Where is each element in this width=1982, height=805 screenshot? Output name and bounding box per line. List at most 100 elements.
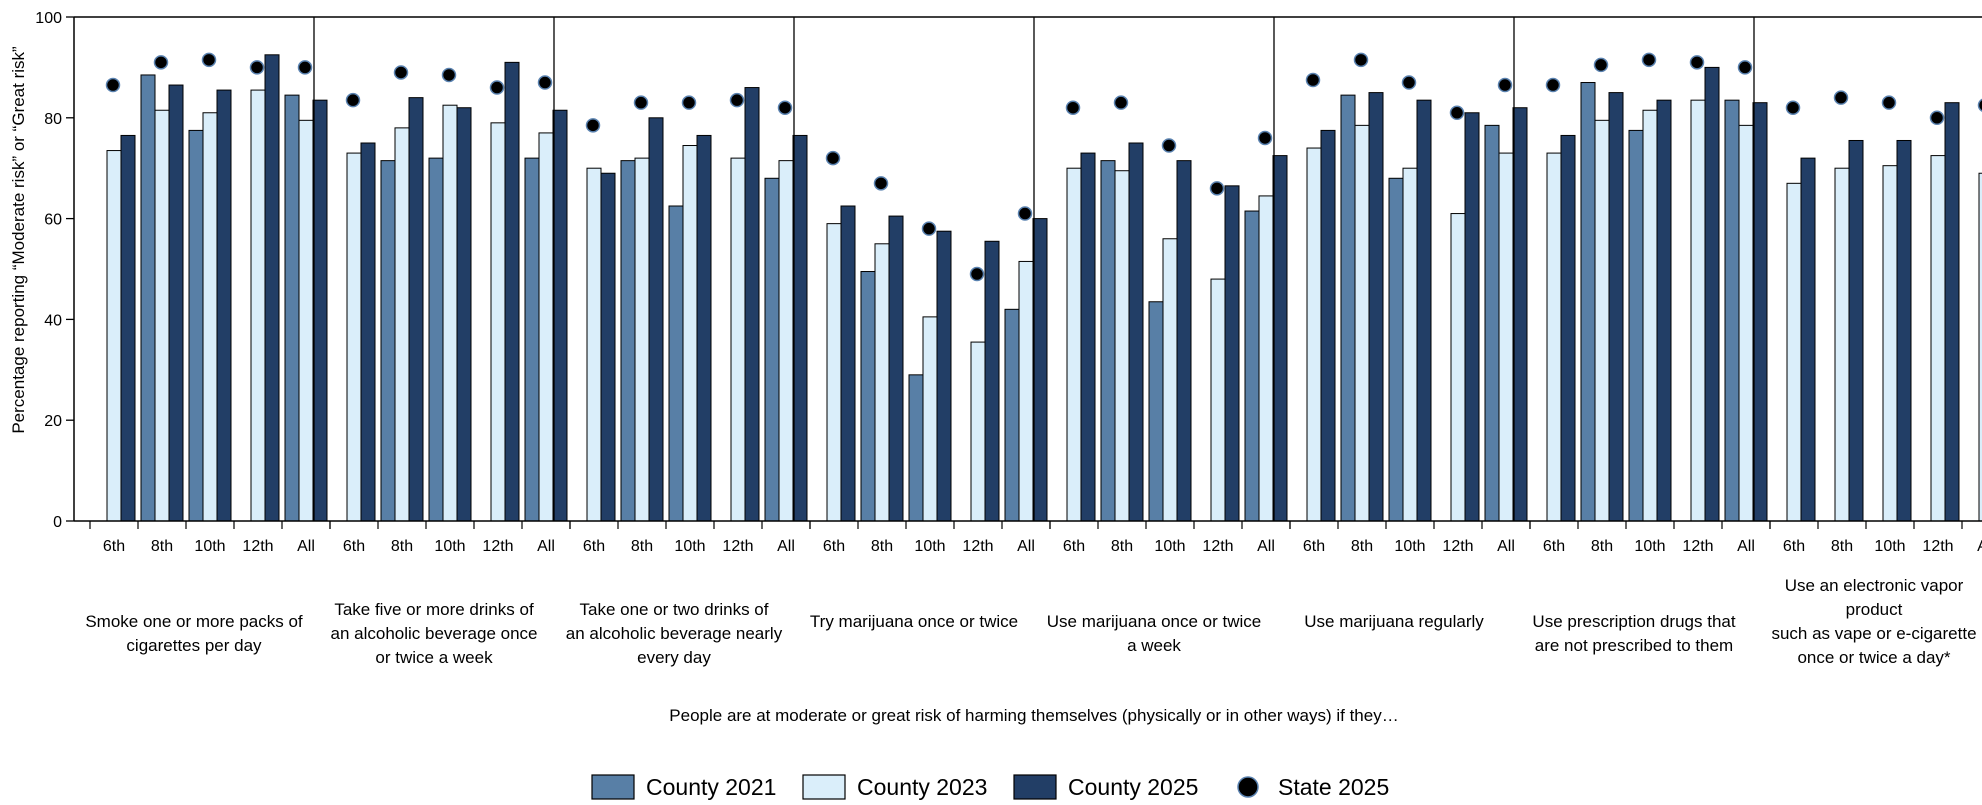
bar-county-2021: [1389, 178, 1403, 521]
x-tick-label: 10th: [1394, 538, 1425, 555]
bar-county-2023: [587, 168, 601, 521]
bar-county-2025: [1417, 100, 1431, 521]
group-label: such as vape or e-cigarette: [1771, 624, 1976, 643]
dot-state-2025: [923, 222, 936, 235]
legend-dot: [1238, 777, 1258, 797]
x-tick-label: 8th: [151, 538, 173, 555]
dot-state-2025: [1451, 106, 1464, 119]
x-tick-label: 8th: [1111, 538, 1133, 555]
bar-county-2025: [1657, 100, 1671, 521]
bar-county-2023: [635, 158, 649, 521]
bar-county-2025: [505, 62, 519, 521]
bar-county-2025: [793, 135, 807, 521]
bar-county-2023: [1595, 120, 1609, 521]
bar-county-2023: [1067, 168, 1081, 521]
bar-county-2023: [491, 123, 505, 521]
x-tick-label: 6th: [583, 538, 605, 555]
dot-state-2025: [1115, 96, 1128, 109]
x-tick-label: All: [1017, 538, 1035, 555]
bar-county-2023: [1931, 156, 1945, 521]
x-tick-label: 8th: [1831, 538, 1853, 555]
x-tick-label: 6th: [1303, 538, 1325, 555]
x-tick-label: 10th: [674, 538, 705, 555]
y-axis-label: Percentage reporting “Moderate risk” or …: [9, 46, 28, 434]
bar-county-2023: [347, 153, 361, 521]
bar-county-2025: [1609, 93, 1623, 521]
dot-state-2025: [107, 79, 120, 92]
x-tick-label: 12th: [962, 538, 993, 555]
bar-county-2023: [1403, 168, 1417, 521]
y-tick-label: 0: [53, 514, 62, 531]
bar-county-2021: [189, 130, 203, 521]
dot-state-2025: [203, 53, 216, 66]
bar-county-2025: [553, 110, 567, 521]
dot-state-2025: [779, 101, 792, 114]
dot-state-2025: [1019, 207, 1032, 220]
bar-county-2021: [1485, 125, 1499, 521]
dot-state-2025: [1979, 99, 1982, 112]
dot-state-2025: [1691, 56, 1704, 69]
legend: County 2021 County 2023 County 2025 State 2…: [592, 774, 1389, 800]
legend-label: County 2023: [857, 774, 987, 800]
y-tick-label: 100: [35, 10, 62, 27]
dot-state-2025: [1307, 74, 1320, 87]
bar-county-2021: [1005, 309, 1019, 521]
dot-state-2025: [1931, 111, 1944, 124]
x-tick-label: 10th: [434, 538, 465, 555]
bar-county-2023: [1259, 196, 1273, 521]
dot-state-2025: [1643, 53, 1656, 66]
legend-swatch: [1014, 775, 1056, 799]
group-label: Take five or more drinks of: [334, 600, 534, 619]
x-tick-label: All: [1977, 538, 1982, 555]
group-label: product: [1846, 600, 1903, 619]
bar-county-2021: [669, 206, 683, 521]
bar-county-2023: [1691, 100, 1705, 521]
bar-county-2023: [539, 133, 553, 521]
x-tick-label: 10th: [1154, 538, 1185, 555]
bar-county-2021: [381, 161, 395, 521]
x-tick-label: All: [1257, 538, 1275, 555]
x-tick-label: 8th: [631, 538, 653, 555]
x-tick-label: 12th: [1202, 538, 1233, 555]
dot-state-2025: [1787, 101, 1800, 114]
group-label: an alcoholic beverage nearly: [566, 624, 783, 643]
group-label: are not prescribed to them: [1535, 636, 1733, 655]
dot-state-2025: [1835, 91, 1848, 104]
dot-state-2025: [971, 268, 984, 281]
x-tick-label: 6th: [103, 538, 125, 555]
bar-county-2025: [409, 98, 423, 521]
legend-label: County 2021: [646, 774, 776, 800]
legend-item: County 2023: [803, 774, 987, 800]
bar-county-2025: [649, 118, 663, 521]
bar-county-2025: [1801, 158, 1815, 521]
bar-county-2025: [1369, 93, 1383, 521]
bar-county-2025: [1321, 130, 1335, 521]
x-tick-label: 6th: [343, 538, 365, 555]
bar-county-2025: [1561, 135, 1575, 521]
legend-item: County 2025: [1014, 774, 1198, 800]
bar-county-2021: [621, 161, 635, 521]
x-tick-label: 10th: [1874, 538, 1905, 555]
x-tick-label: All: [777, 538, 795, 555]
group-label: Use an electronic vapor: [1785, 576, 1964, 595]
dot-state-2025: [683, 96, 696, 109]
dot-state-2025: [539, 76, 552, 89]
bar-county-2025: [745, 88, 759, 521]
bar-county-2025: [265, 55, 279, 521]
dot-state-2025: [1211, 182, 1224, 195]
bar-county-2023: [1355, 125, 1369, 521]
bar-county-2021: [285, 95, 299, 521]
bar-county-2023: [251, 90, 265, 521]
bar-county-2025: [1081, 153, 1095, 521]
legend-item: County 2021: [592, 774, 776, 800]
bar-county-2025: [217, 90, 231, 521]
x-tick-label: 12th: [482, 538, 513, 555]
bar-county-2025: [457, 108, 471, 521]
y-tick-label: 20: [44, 413, 62, 430]
bar-county-2025: [889, 216, 903, 521]
bar-county-2025: [1513, 108, 1527, 521]
bar-county-2023: [1739, 125, 1753, 521]
legend-item: State 2025: [1238, 774, 1389, 800]
x-tick-label: All: [1737, 538, 1755, 555]
x-tick-label: 12th: [242, 538, 273, 555]
